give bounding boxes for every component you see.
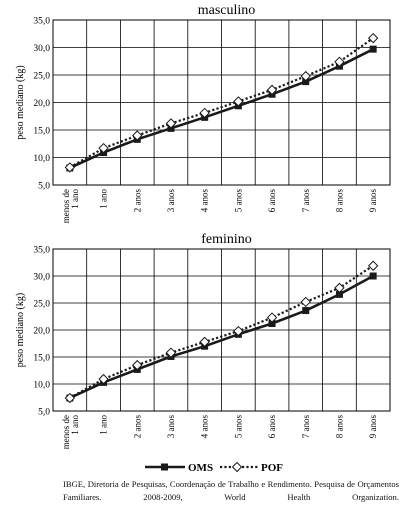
source-note: IBGE, Diretoria de Pesquisas, Coordenaçã… xyxy=(63,479,399,502)
x-tick-label: 7 anos xyxy=(301,189,311,213)
data-point-pof xyxy=(233,96,244,107)
data-point-pof xyxy=(233,325,244,337)
legend-label-oms: OMS xyxy=(188,462,213,474)
x-tick-label: 9 anos xyxy=(368,415,378,439)
series-line-pof xyxy=(69,37,374,169)
data-point-pof xyxy=(64,162,76,173)
x-tick-label: 5 anos xyxy=(233,415,243,439)
data-point-oms xyxy=(302,78,310,86)
x-tick-label: 3 anos xyxy=(166,415,176,439)
y-tick-label: 5,0 xyxy=(38,182,50,192)
data-point-pof xyxy=(367,260,379,271)
x-tick-label: menos de1 ano xyxy=(61,415,80,450)
x-tick-label: 2 anos xyxy=(132,415,142,439)
chart-title: masculino xyxy=(198,3,256,18)
y-tick-label: 25,0 xyxy=(33,72,50,82)
x-tick-label: menos de1 ano xyxy=(61,189,80,224)
legend-marker-pof xyxy=(231,461,243,473)
series-line-oms xyxy=(69,274,374,400)
chart-title: feminino xyxy=(201,232,252,247)
y-tick-label: 5,0 xyxy=(38,408,50,418)
y-tick-label: 15,0 xyxy=(33,354,50,364)
legend-marker-oms xyxy=(161,463,168,471)
data-point-oms xyxy=(268,320,276,328)
series-line-oms xyxy=(69,48,374,170)
data-point-pof xyxy=(199,107,210,119)
data-point-oms xyxy=(335,290,343,298)
data-point-pof xyxy=(334,56,345,68)
y-axis-label: peso mediano (kg) xyxy=(15,293,26,367)
data-point-pof xyxy=(367,32,379,44)
x-tick-label: 6 anos xyxy=(267,415,277,439)
y-tick-label: 15,0 xyxy=(33,127,50,137)
x-tick-label: 4 anos xyxy=(200,189,210,213)
data-point-pof xyxy=(98,142,109,154)
x-tick-label: 1 ano xyxy=(99,189,109,209)
x-tick-label: 8 anos xyxy=(334,415,344,439)
y-tick-label: 30,0 xyxy=(33,44,50,54)
x-tick-label: 2 anos xyxy=(132,189,142,213)
data-point-pof xyxy=(132,130,143,141)
data-point-pof xyxy=(300,70,311,82)
y-tick-label: 35,0 xyxy=(33,17,50,27)
y-tick-label: 35,0 xyxy=(33,246,50,256)
data-point-pof xyxy=(334,282,345,294)
data-point-pof xyxy=(132,359,143,371)
data-point-pof xyxy=(266,84,278,96)
data-point-oms xyxy=(369,45,377,53)
x-tick-label: 5 anos xyxy=(233,189,243,213)
plot-frame xyxy=(52,19,391,186)
data-point-pof xyxy=(165,347,177,358)
y-tick-label: 10,0 xyxy=(33,381,50,391)
data-point-pof xyxy=(64,392,76,404)
y-axis-label: peso mediano (kg) xyxy=(15,65,26,139)
x-tick-label: 8 anos xyxy=(334,189,344,213)
y-tick-label: 10,0 xyxy=(33,154,50,164)
y-tick-label: 25,0 xyxy=(33,300,50,310)
x-tick-label: 1 ano xyxy=(99,415,109,435)
data-point-oms xyxy=(302,307,310,315)
legend: OMS POF xyxy=(145,461,283,474)
series-line-pof xyxy=(69,264,374,399)
y-tick-label: 20,0 xyxy=(33,99,50,109)
x-tick-label: 7 anos xyxy=(301,415,311,439)
chart-1: feminino 5,0 10,0 15,0 20,0 25,0 30,0 35,0 peso … xyxy=(15,232,391,450)
y-tick-label: 30,0 xyxy=(33,273,50,283)
data-point-pof xyxy=(165,118,177,129)
x-tick-label: 6 anos xyxy=(267,189,277,213)
x-tick-label: 3 anos xyxy=(166,189,176,213)
chart-0: masculino 5,0 10,0 15,0 20,0 25,0 30,0 35,0 peso… xyxy=(15,3,391,224)
data-point-pof xyxy=(98,373,109,385)
data-point-pof xyxy=(300,296,311,308)
data-point-pof xyxy=(199,336,210,348)
data-point-oms xyxy=(369,272,377,280)
data-point-pof xyxy=(266,312,278,323)
y-tick-label: 20,0 xyxy=(33,327,50,337)
x-tick-label: 9 anos xyxy=(368,189,378,213)
legend-label-pof: POF xyxy=(261,462,283,474)
x-tick-label: 4 anos xyxy=(200,415,210,439)
plot-frame xyxy=(52,248,391,412)
